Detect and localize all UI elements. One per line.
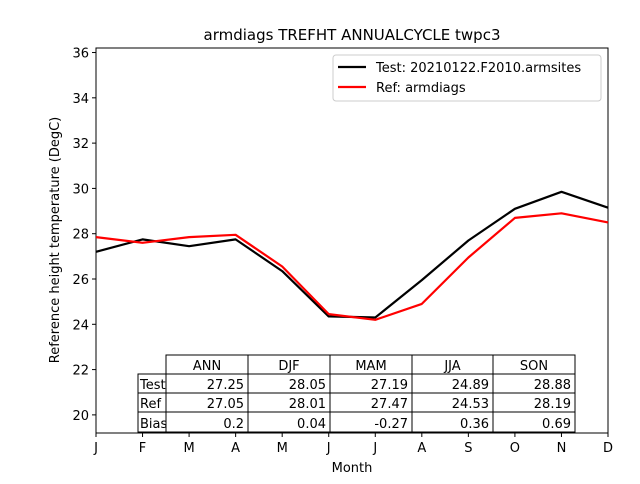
stats-table: ANN DJF MAM JJA SON Test 27.25 28.05 27.19 24.89 2… <box>137 354 576 433</box>
y-tick-label: 20 <box>72 409 89 424</box>
x-tick-label: J <box>372 441 377 456</box>
table-cell-value: 24.53 <box>452 397 489 412</box>
table-header-text: SON <box>520 359 548 374</box>
plot-frame <box>95 47 609 434</box>
table-row-label: Bias <box>140 417 167 432</box>
legend-entry: Test: 20210122.F2010.armsites <box>375 61 581 76</box>
table-cell-value: 28.01 <box>289 397 326 412</box>
y-tick-label: 36 <box>72 47 89 62</box>
table-cell-value: 27.19 <box>371 378 408 393</box>
x-tick-label: M <box>277 441 288 456</box>
x-tick-label: F <box>139 441 146 456</box>
table-header-text: ANN <box>193 359 221 374</box>
series-lines <box>95 190 609 321</box>
y-tick-label: 30 <box>72 182 89 197</box>
y-axis: 20 22 24 26 28 30 32 34 36 <box>72 47 96 424</box>
legend: Test: 20210122.F2010.armsites Ref: armdia… <box>332 54 602 102</box>
table-row-label: Test <box>139 378 166 393</box>
x-tick-label: J <box>326 441 331 456</box>
table-cell-value: 28.05 <box>289 378 326 393</box>
table-cell-value: -0.27 <box>374 417 408 432</box>
x-tick-label: D <box>603 441 613 456</box>
x-tick-label: A <box>417 441 426 456</box>
table-cell-value: 0.2 <box>223 417 244 432</box>
x-axis-label: Month <box>332 461 373 476</box>
table-cell-value: 0.36 <box>460 417 489 432</box>
table-header-text: MAM <box>355 359 386 374</box>
x-tick-label: M <box>183 441 194 456</box>
x-tick-label: O <box>510 441 520 456</box>
x-tick-label: J <box>93 441 98 456</box>
table-cell-value: 0.69 <box>542 417 571 432</box>
series-line-ref <box>95 212 609 321</box>
table-cell-value: 27.05 <box>207 397 244 412</box>
table-header-text: DJF <box>278 359 299 374</box>
table-row-label: Ref <box>140 397 161 412</box>
table-cell <box>492 411 576 433</box>
series-line-test <box>95 190 609 319</box>
y-tick-label: 22 <box>72 364 89 379</box>
y-axis-label: Reference height temperature (DegC) <box>48 117 63 364</box>
table-cell-value: 27.25 <box>207 378 244 393</box>
legend-box <box>332 54 602 102</box>
y-tick-label: 26 <box>72 273 89 288</box>
legend-entry: Ref: armdiags <box>376 81 466 96</box>
y-tick-label: 24 <box>72 318 89 333</box>
table-cell-value: 24.89 <box>452 378 489 393</box>
chart-title: armdiags TREFHT ANNUALCYCLE twpc3 <box>204 26 501 44</box>
y-tick-label: 32 <box>72 137 89 152</box>
table-cell-value: 27.47 <box>371 397 408 412</box>
x-tick-label: N <box>557 441 567 456</box>
x-tick-label: S <box>464 441 472 456</box>
table-cell-value: 28.19 <box>534 397 571 412</box>
table-header-text: JJA <box>443 359 460 374</box>
table-cell-value: 28.88 <box>534 378 571 393</box>
y-tick-label: 28 <box>72 228 89 243</box>
table-cell-value: 0.04 <box>297 417 326 432</box>
x-tick-label: A <box>231 441 240 456</box>
y-tick-label: 34 <box>72 92 89 107</box>
